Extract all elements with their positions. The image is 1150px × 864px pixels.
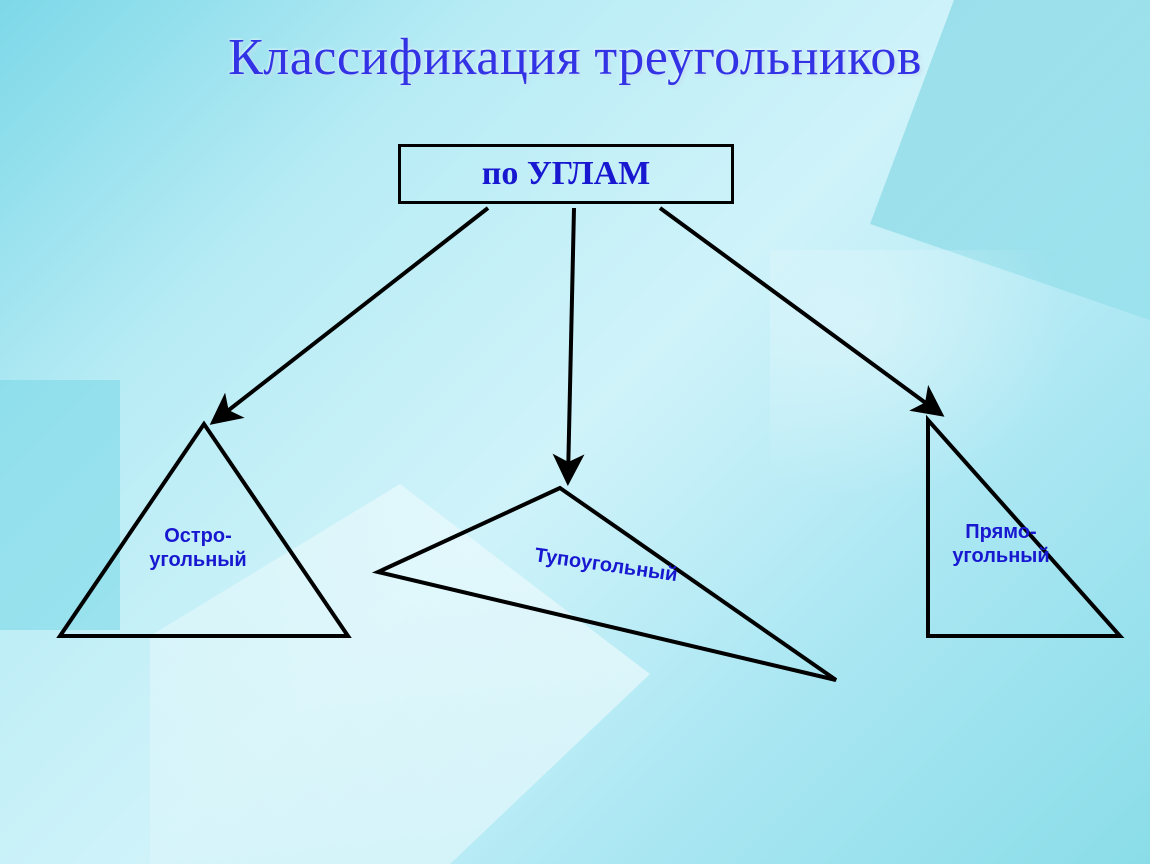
right-triangle-label: Прямо-угольный — [936, 520, 1066, 568]
background-shape — [0, 380, 120, 630]
arrow-to-acute — [216, 208, 488, 420]
obtuse-triangle-label: Тупоугольный — [510, 540, 701, 590]
acute-triangle-label: Остро-угольный — [128, 524, 268, 572]
root-category-box: по УГЛАМ — [398, 144, 734, 204]
root-category-label: по УГЛАМ — [482, 155, 651, 193]
background-shape — [770, 250, 1070, 500]
slide-title: Классификация треугольников — [0, 28, 1150, 87]
arrow-to-obtuse — [568, 208, 574, 478]
